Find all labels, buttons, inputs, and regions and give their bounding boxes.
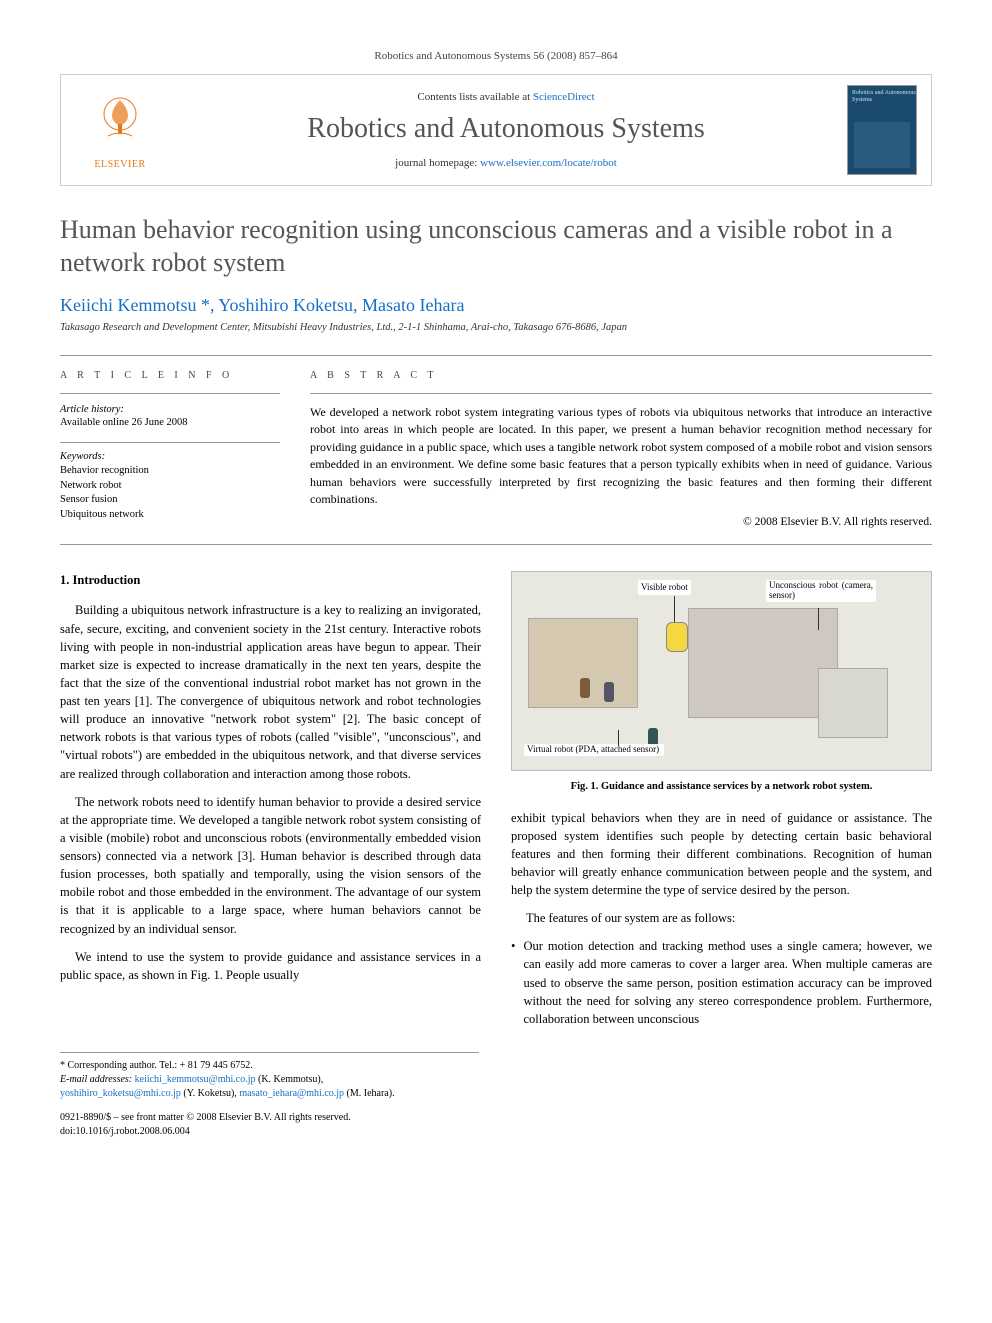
paragraph-text: The features of our system are as follow…: [526, 911, 735, 925]
email-who: (Y. Koketsu),: [181, 1088, 239, 1099]
fig-label-virtual: Virtual robot (PDA, attached sensor): [524, 744, 664, 756]
list-item: Our motion detection and tracking method…: [511, 937, 932, 1028]
history-label: Article history:: [60, 404, 280, 415]
journal-title: Robotics and Autonomous Systems: [165, 113, 847, 145]
visible-robot-icon: [666, 622, 688, 652]
paragraph: exhibit typical behaviors when they are …: [511, 809, 932, 900]
affiliation: Takasago Research and Development Center…: [60, 322, 932, 333]
abstract-column: A B S T R A C T We developed a network r…: [310, 370, 932, 528]
email-label: E-mail addresses:: [60, 1074, 135, 1085]
email-link[interactable]: masato_iehara@mhi.co.jp: [239, 1088, 344, 1099]
email-who: (M. Iehara).: [344, 1088, 395, 1099]
publisher-block: ELSEVIER: [75, 90, 165, 170]
email-line: yoshihiro_koketsu@mhi.co.jp (Y. Koketsu)…: [60, 1087, 479, 1101]
keywords-label: Keywords:: [60, 451, 280, 462]
keyword: Network robot: [60, 479, 280, 494]
info-abstract-row: A R T I C L E I N F O Article history: A…: [60, 356, 932, 544]
masthead: ELSEVIER Contents lists available at Sci…: [60, 74, 932, 186]
paragraph: The features of our system are as follow…: [511, 909, 932, 927]
email-link[interactable]: keiichi_kemmotsu@mhi.co.jp: [135, 1074, 256, 1085]
paragraph: The network robots need to identify huma…: [60, 793, 481, 938]
footer-copyright: 0921-8890/$ – see front matter © 2008 El…: [60, 1111, 932, 1125]
history-text: Available online 26 June 2008: [60, 417, 280, 428]
article-info: A R T I C L E I N F O Article history: A…: [60, 370, 280, 528]
fig-label-visible: Visible robot: [638, 580, 691, 595]
paragraph-text: We intend to use the system to provide g…: [60, 950, 481, 982]
body-columns: 1. Introduction Building a ubiquitous ne…: [60, 571, 932, 1034]
author-list: Keiichi Kemmotsu *, Yoshihiro Koketsu, M…: [60, 295, 932, 316]
footer-doi: doi:10.1016/j.robot.2008.06.004: [60, 1125, 932, 1139]
divider: [60, 544, 932, 545]
keyword: Ubiquitous network: [60, 508, 280, 523]
article-title: Human behavior recognition using unconsc…: [60, 214, 932, 279]
paper-page: Robotics and Autonomous Systems 56 (2008…: [0, 0, 992, 1179]
homepage-link[interactable]: www.elsevier.com/locate/robot: [480, 157, 617, 169]
person-icon: [580, 678, 590, 698]
masthead-center: Contents lists available at ScienceDirec…: [165, 91, 847, 169]
list-item-text: Our motion detection and tracking method…: [524, 939, 933, 1026]
keyword: Behavior recognition: [60, 464, 280, 479]
figure-1: Visible robot Unconscious robot (camera,…: [511, 571, 932, 771]
abstract-text: We developed a network robot system inte…: [310, 404, 932, 508]
homepage-line: journal homepage: www.elsevier.com/locat…: [165, 157, 847, 169]
elsevier-tree-icon: [90, 90, 150, 150]
email-link[interactable]: yoshihiro_koketsu@mhi.co.jp: [60, 1088, 181, 1099]
left-column: 1. Introduction Building a ubiquitous ne…: [60, 571, 481, 1034]
paragraph-text: The network robots need to identify huma…: [60, 795, 481, 936]
contents-line: Contents lists available at ScienceDirec…: [165, 91, 847, 103]
publisher-name: ELSEVIER: [75, 159, 165, 170]
paragraph-text: Building a ubiquitous network infrastruc…: [60, 603, 481, 780]
sciencedirect-link[interactable]: ScienceDirect: [533, 91, 595, 103]
figure-caption: Fig. 1. Guidance and assistance services…: [511, 779, 932, 794]
info-label: A R T I C L E I N F O: [60, 370, 280, 381]
keyword: Sensor fusion: [60, 493, 280, 508]
email-who: (K. Kemmotsu),: [255, 1074, 323, 1085]
contents-prefix: Contents lists available at: [417, 91, 532, 103]
fig-label-unconscious: Unconscious robot (camera, sensor): [766, 580, 876, 602]
section-heading: 1. Introduction: [60, 571, 481, 589]
person-icon: [604, 682, 614, 702]
abstract-copyright: © 2008 Elsevier B.V. All rights reserved…: [310, 516, 932, 528]
page-footer: 0921-8890/$ – see front matter © 2008 El…: [60, 1111, 932, 1139]
paragraph-text: exhibit typical behaviors when they are …: [511, 811, 932, 898]
paragraph: We intend to use the system to provide g…: [60, 948, 481, 984]
journal-cover-thumbnail: Robotics and Autonomous Systems: [847, 85, 917, 175]
running-head: Robotics and Autonomous Systems 56 (2008…: [60, 50, 932, 62]
abstract-label: A B S T R A C T: [310, 370, 932, 381]
homepage-prefix: journal homepage:: [395, 157, 480, 169]
paragraph: Building a ubiquitous network infrastruc…: [60, 601, 481, 782]
email-line: E-mail addresses: keiichi_kemmotsu@mhi.c…: [60, 1073, 479, 1087]
footnotes: * Corresponding author. Tel.: + 81 79 44…: [60, 1052, 479, 1101]
corresponding-author: * Corresponding author. Tel.: + 81 79 44…: [60, 1059, 479, 1073]
cover-label: Robotics and Autonomous Systems: [852, 90, 916, 103]
feature-list: Our motion detection and tracking method…: [511, 937, 932, 1028]
right-column: Visible robot Unconscious robot (camera,…: [511, 571, 932, 1034]
